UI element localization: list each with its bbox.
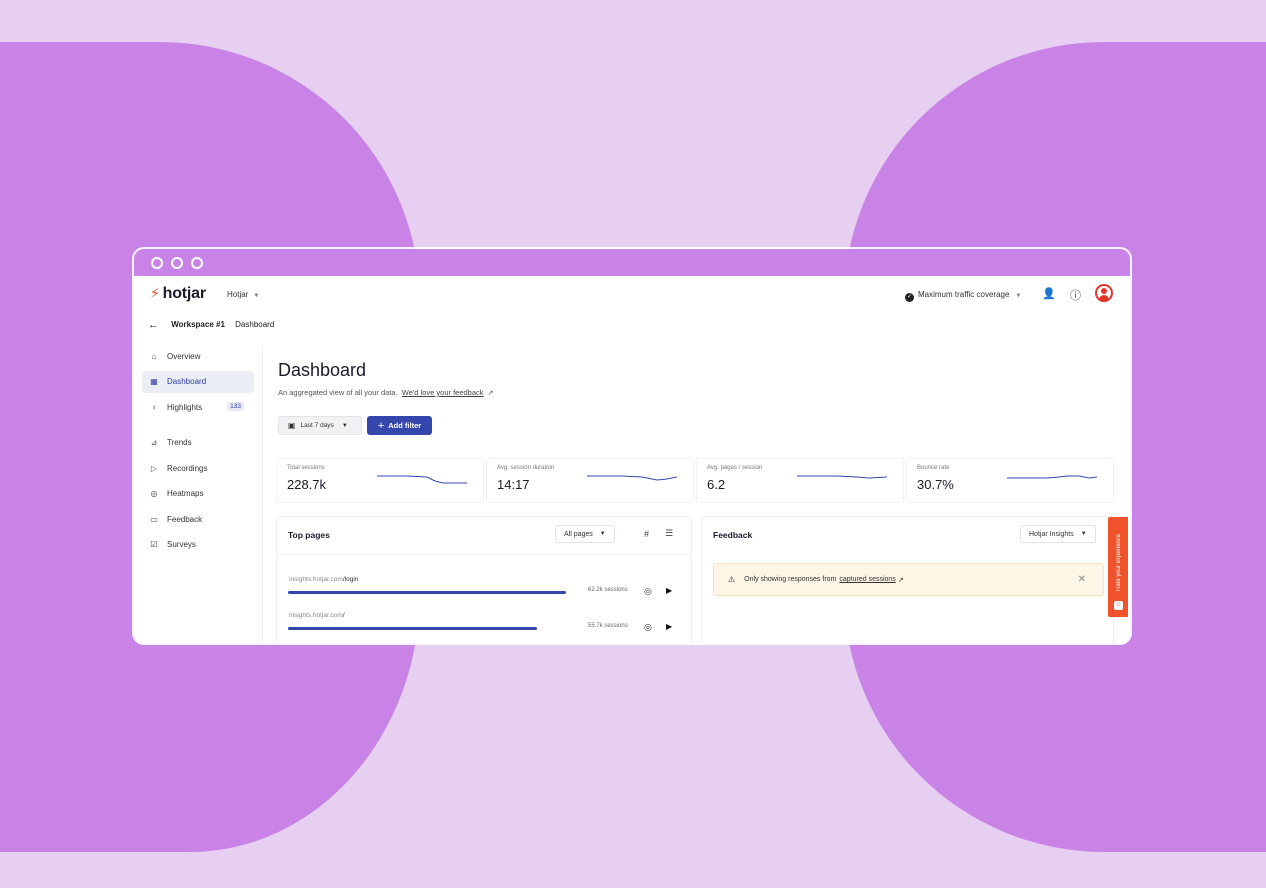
feedback-source-select[interactable]: Hotjar Insights ▼ [1020,525,1096,543]
sparkline [1007,475,1097,479]
add-filter-button[interactable]: + Add filter [367,416,432,435]
close-icon[interactable]: ✕ [1077,574,1086,585]
info-notice: ⚠ Only showing responses from captured s… [713,563,1104,596]
feedback-panel: Feedback Hotjar Insights ▼ ⚠ Only showin… [701,516,1114,643]
page-title: Dashboard [278,360,367,380]
sessions-bar [288,591,566,594]
play-icon[interactable]: ▶ [666,622,673,631]
feedback-widget-icon[interactable]: ☺ [1114,601,1123,610]
captured-sessions-link[interactable]: captured sessions [839,576,896,583]
rate-experience-label[interactable]: Rate your experience [1116,533,1122,591]
recordings-icon: ▷ [150,463,158,473]
sessions-bar-track [288,627,566,630]
traffic-coverage-selector[interactable]: ✓ Maximum traffic coverage ▼ [905,290,1022,302]
sparkline [587,475,677,481]
page-subtitle: An aggregated view of all your data. We'… [278,388,494,397]
metric-value: 6.2 [707,477,726,492]
sessions-bar [288,627,537,630]
sessions-count: 55.7k sessions [588,623,628,629]
browser-window: ⚡ hotjar Hotjar ▼ ✓ Maximum traffic coverag… [134,249,1130,643]
chevron-down-icon: ▼ [253,293,260,299]
page-url[interactable]: insights.hotjar.com/login [289,576,359,583]
panel-title: Top pages [288,530,330,540]
table-row[interactable]: insights.hotjar.com/login 62.2k sessions… [288,576,676,610]
main-content: Dashboard An aggregated view of all your… [262,345,1116,643]
pages-filter-select[interactable]: All pages ▼ [555,525,615,543]
window-control-dot[interactable] [191,257,203,269]
metric-card-pages-per-session[interactable]: Avg. pages / session 6.2 [696,458,904,503]
dashboard-icon: ▦ [150,377,158,386]
metrics-row: Total sessions 228.7k Avg. session durat… [276,458,1114,503]
sparkline [797,475,887,479]
sidebar-item-feedback[interactable]: ▭ Feedback [142,508,254,530]
sidebar-item-dashboard[interactable]: ▦ Dashboard [142,370,254,393]
check-circle-icon: ✓ [905,293,914,302]
metric-label: Bounce rate [917,465,950,471]
surveys-icon: ☑ [150,540,158,549]
window-titlebar [134,249,1130,278]
feedback-icon: ▭ [150,514,158,524]
hotjar-logo[interactable]: ⚡ hotjar [150,285,206,302]
home-icon: ⌂ [151,351,157,361]
sidebar-item-trends[interactable]: ⊿ Trends [142,432,254,454]
sparkline [377,475,467,484]
sidebar-item-highlights[interactable]: ♀ Highlights 133 [142,396,254,418]
sidebar-item-heatmaps[interactable]: ◎ Heatmaps [142,483,254,505]
metric-card-bounce-rate[interactable]: Bounce rate 30.7% [906,458,1114,503]
highlights-count-badge: 133 [227,402,244,411]
org-switcher[interactable]: Hotjar ▼ [227,290,260,299]
metric-card-session-duration[interactable]: Avg. session duration 14:17 [486,458,694,503]
heatmap-icon[interactable]: ◎ [644,622,652,632]
avatar[interactable] [1095,284,1113,302]
metric-label: Total sessions [287,465,325,471]
metric-value: 228.7k [287,477,327,492]
calendar-icon: ▣ [288,421,296,430]
breadcrumb-current: Dashboard [235,320,275,329]
heatmap-icon[interactable]: ◎ [644,586,652,596]
hotjar-flame-icon: ⚡ [150,285,160,301]
sidebar-item-overview[interactable]: ⌂ Overview [142,345,254,367]
hash-icon[interactable]: # [644,529,650,539]
sessions-count: 62.2k sessions [588,587,628,593]
panel-title: Feedback [713,530,753,540]
help-icon[interactable]: ⓘ [1070,290,1081,302]
breadcrumb-workspace[interactable]: Workspace #1 [171,320,225,329]
window-control-dot[interactable] [151,257,163,269]
metric-label: Avg. pages / session [707,465,763,471]
sidebar-item-recordings[interactable]: ▷ Recordings [142,457,254,479]
heatmaps-icon: ◎ [150,489,158,498]
metric-value: 14:17 [497,477,530,492]
sidebar: ⌂ Overview ▦ Dashboard ♀ Highlights 133 … [142,345,254,559]
chevron-down-icon: ▼ [1080,531,1087,537]
metric-label: Avg. session duration [497,465,555,471]
warning-icon: ⚠ [728,575,736,584]
rate-experience-tab[interactable] [1108,517,1128,617]
add-user-icon[interactable]: 👤 [1042,288,1056,300]
breadcrumb: ← Workspace #1 Dashboard [148,319,274,331]
sessions-bar-track [288,591,566,594]
date-range-selector[interactable]: ▣ Last 7 days ▼ [278,416,362,435]
window-control-dot[interactable] [171,257,183,269]
sidebar-item-surveys[interactable]: ☑ Surveys [142,534,254,556]
top-navigation: ⚡ hotjar Hotjar ▼ ✓ Maximum traffic coverag… [134,279,1130,311]
page-url[interactable]: insights.hotjar.com/ [289,612,345,619]
play-icon[interactable]: ▶ [666,586,673,595]
top-pages-panel: Top pages All pages ▼ # ☰ insights.hotja… [276,516,692,643]
trends-icon: ⊿ [150,438,158,447]
chevron-down-icon: ▼ [1015,293,1022,299]
plus-icon: + [377,419,385,432]
chevron-down-icon: ▼ [341,422,348,429]
table-row[interactable]: insights.hotjar.com/ 55.7k sessions ◎ ▶ [288,612,676,643]
metric-value: 30.7% [917,477,954,492]
list-view-icon[interactable]: ☰ [665,528,674,538]
bulb-icon: ♀ [151,402,157,412]
external-link-icon: ↗ [487,390,494,397]
feedback-link[interactable]: We'd love your feedback [401,388,484,397]
chevron-down-icon: ▼ [599,531,606,537]
metric-card-total-sessions[interactable]: Total sessions 228.7k [276,458,484,503]
back-arrow-icon[interactable]: ← [148,319,159,331]
external-link-icon: ↗ [897,576,904,584]
